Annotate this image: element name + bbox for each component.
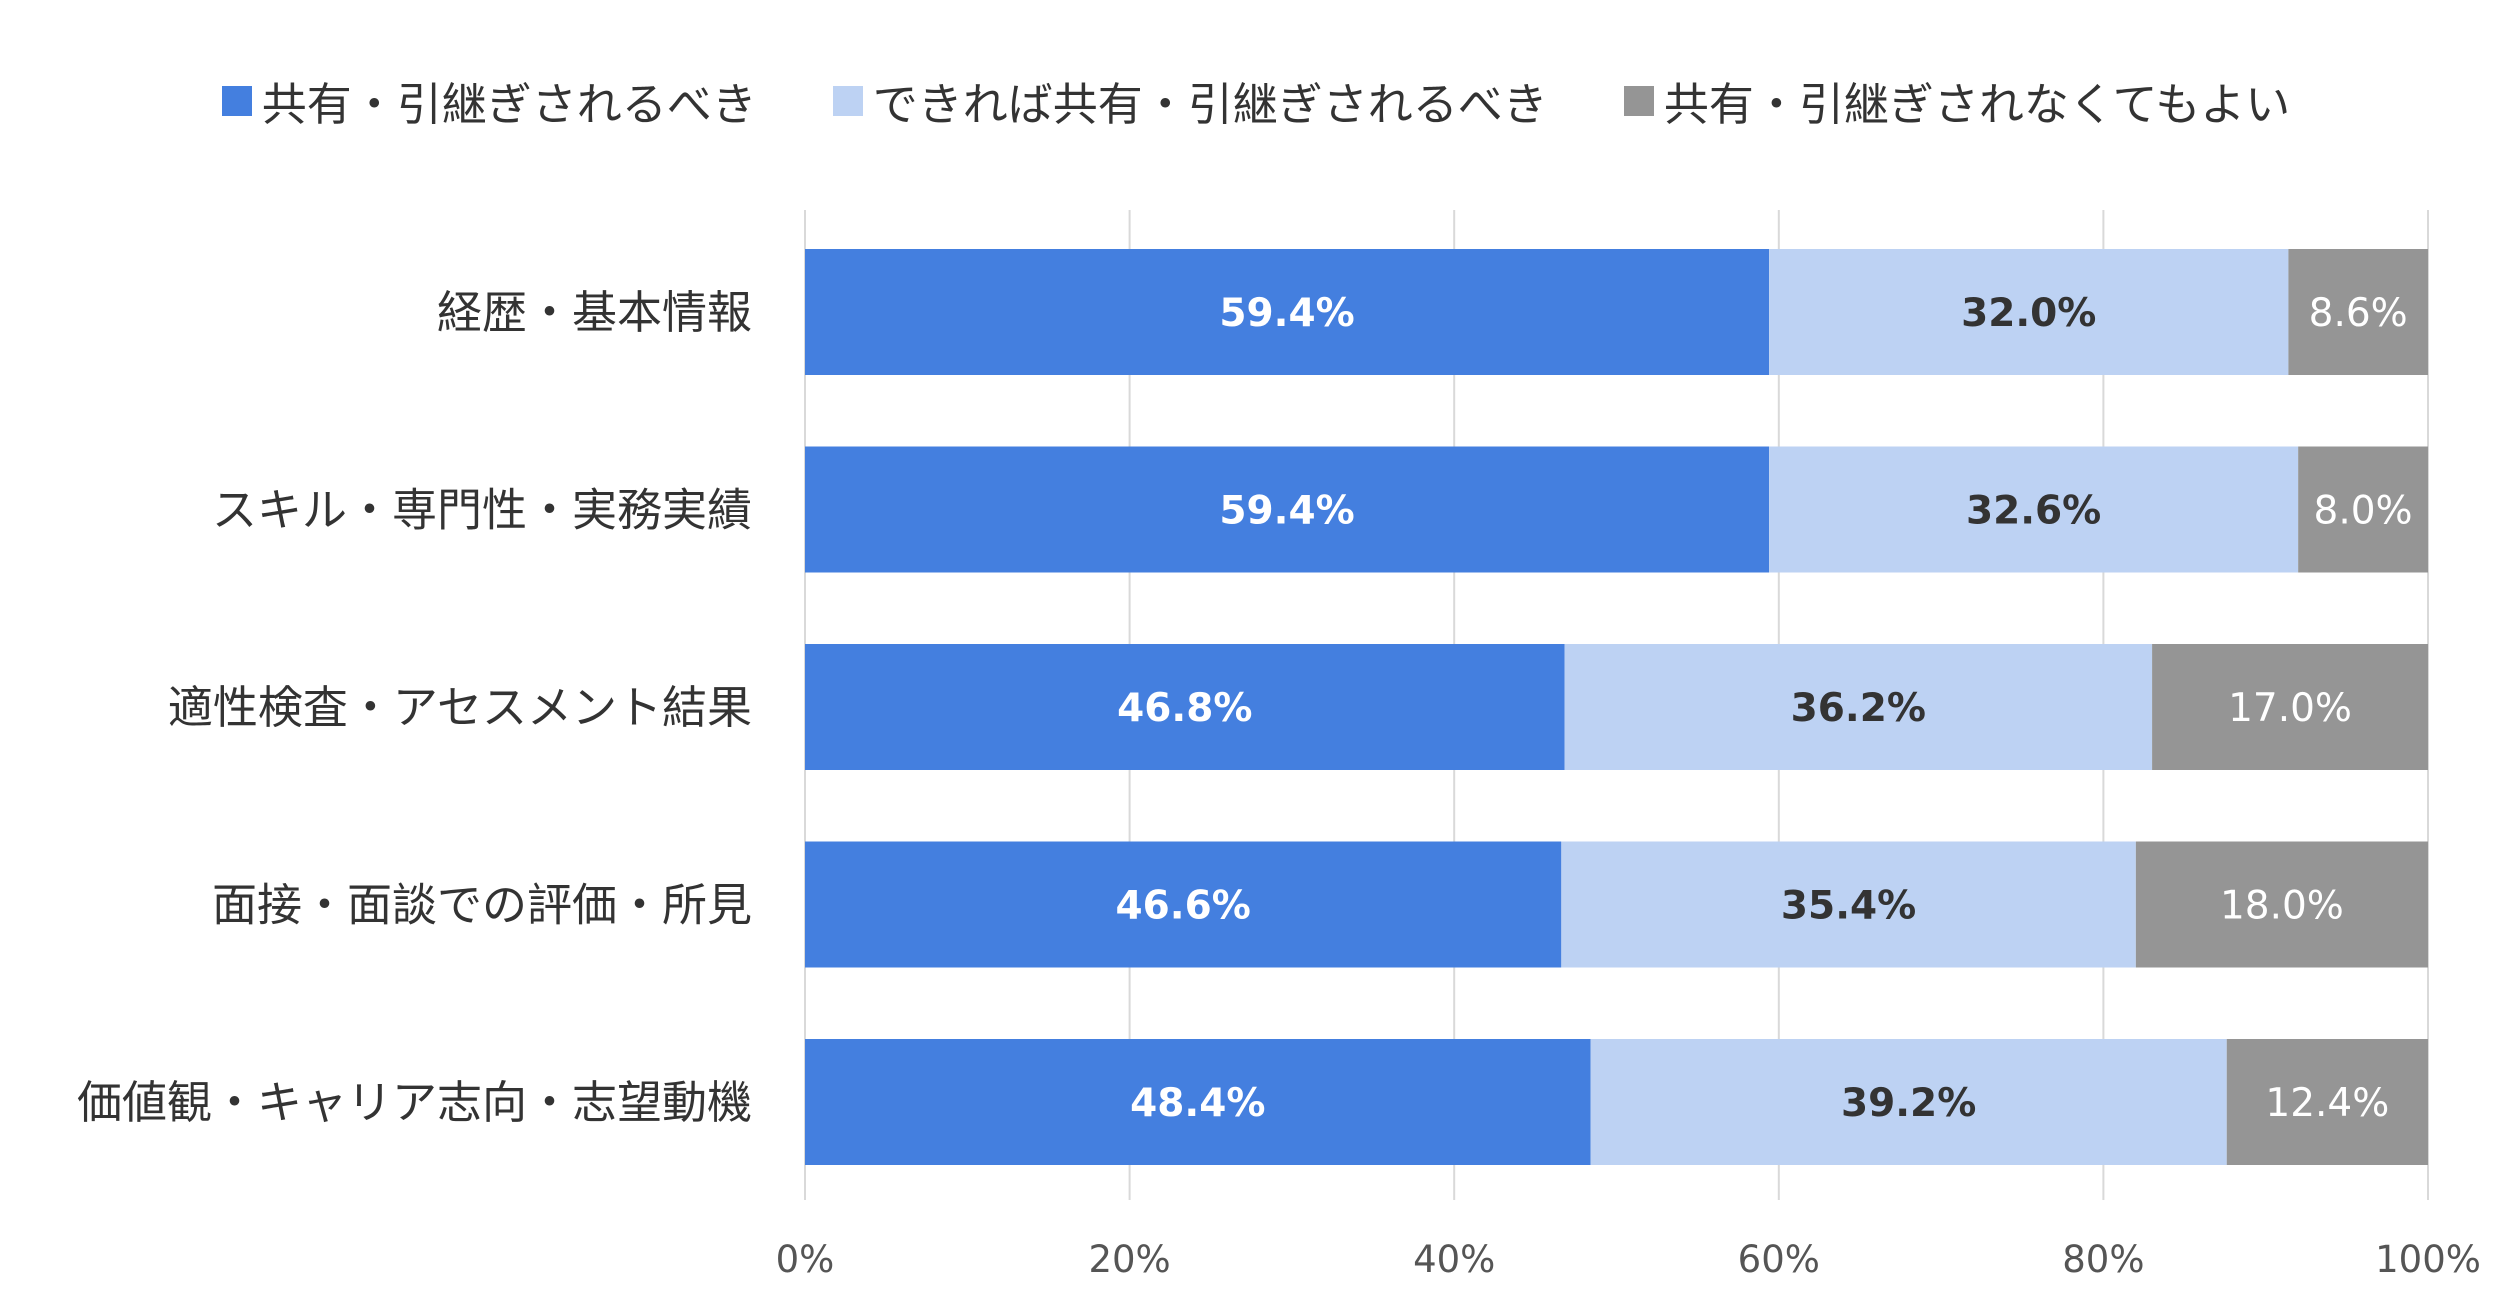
bar-segment [805,446,1770,573]
data-label: 32.0% [1961,291,2096,336]
x-tick-label: 100% [2375,1238,2481,1281]
bar-segment [805,1039,1591,1165]
bar-segment [2135,841,2428,968]
x-tick-label: 0% [776,1238,835,1281]
data-label: 8.0% [2314,489,2413,534]
data-label: 46.8% [1117,686,1252,731]
data-label: 36.2% [1791,686,1926,731]
data-label: 32.6% [1966,489,2101,534]
bar-segment [2152,644,2428,770]
legend-swatch [832,85,863,116]
bar-segment [1769,249,2289,375]
legend-swatch [1623,85,1654,116]
bar-segment [1769,446,2299,573]
legend-swatch [221,85,252,116]
category-label: 経歴・基本情報 [437,286,752,339]
legend-item: できれば共有・引継ぎされるべき [832,68,1548,133]
category-label: スキル・専門性・実務実績 [212,484,752,537]
data-label: 59.4% [1219,291,1354,336]
bar-segment [1590,1039,2227,1165]
legend-label: 共有・引継ぎされるべき [261,78,757,131]
legend-item: 共有・引継ぎされなくてもよい [1623,68,2291,133]
category-label: 価値観・キャリア志向・志望動機 [77,1076,752,1129]
data-label: 35.4% [1781,884,1916,929]
x-tick-label: 60% [1738,1238,1820,1281]
bar-segment [2288,249,2428,375]
category-label: 適性検査・アセスメント結果 [168,681,752,734]
data-label: 18.0% [2220,884,2344,929]
data-label: 46.6% [1116,884,1251,929]
bar-segment [805,249,1770,375]
chart-legend: 共有・引継ぎされるべき できれば共有・引継ぎされるべき 共有・引継ぎされなくても… [0,68,2512,133]
data-label: 8.6% [2309,291,2408,336]
bar-segment [1564,644,2153,770]
legend-label: 共有・引継ぎされなくてもよい [1663,78,2291,131]
bar-segment [1561,841,2136,968]
data-label: 59.4% [1219,489,1354,534]
bar-segment [805,644,1565,770]
data-label: 17.0% [2228,686,2352,731]
x-tick-label: 40% [1413,1238,1495,1281]
category-label: 面接・面談での評価・所見 [212,879,752,932]
x-tick-label: 80% [2062,1238,2144,1281]
data-label: 48.4% [1130,1081,1265,1126]
legend-label: できれば共有・引継ぎされるべき [872,78,1548,131]
bar-segment [2298,446,2428,573]
bar-segment [805,841,1562,968]
x-tick-label: 20% [1088,1238,1170,1281]
data-label: 39.2% [1841,1081,1976,1126]
bar-segment [2226,1039,2428,1165]
legend-item: 共有・引継ぎされるべき [221,68,757,133]
data-label: 12.4% [2265,1081,2389,1126]
